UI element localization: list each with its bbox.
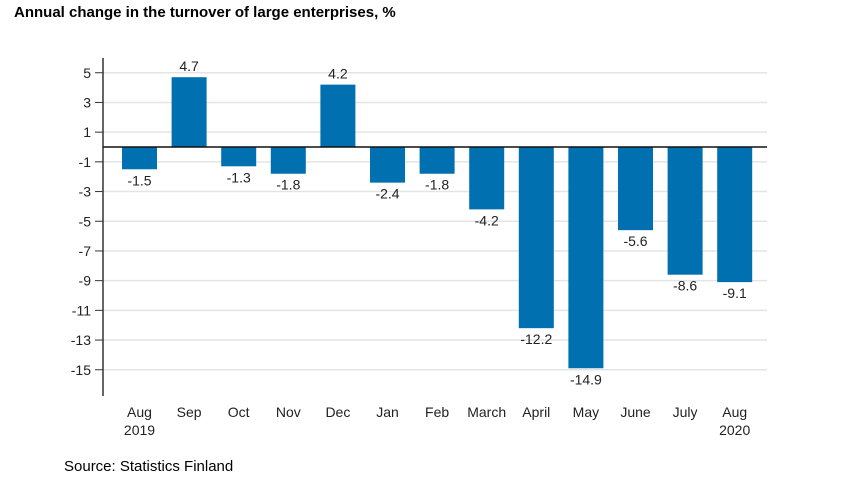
x-tick-label: May bbox=[573, 404, 599, 420]
data-label: -4.2 bbox=[475, 212, 499, 228]
y-tick-label: 5 bbox=[83, 65, 91, 81]
x-tick-label: 2020 bbox=[719, 422, 750, 438]
x-tick-label: June bbox=[620, 404, 651, 420]
bar bbox=[171, 77, 207, 147]
y-tick-label: -1 bbox=[79, 154, 92, 170]
data-label: -12.2 bbox=[520, 331, 552, 347]
source-note: Source: Statistics Finland bbox=[64, 458, 234, 475]
data-label: -5.6 bbox=[623, 233, 647, 249]
data-label: -1.5 bbox=[127, 172, 151, 188]
bar bbox=[717, 147, 753, 283]
y-tick-label: -3 bbox=[79, 184, 92, 200]
x-tick-label: Dec bbox=[325, 404, 350, 420]
y-tick-label: -5 bbox=[79, 213, 92, 229]
x-tick-label: 2019 bbox=[124, 422, 155, 438]
y-tick-label: -11 bbox=[72, 302, 91, 318]
x-tick-label: April bbox=[522, 404, 550, 420]
bar bbox=[221, 147, 257, 167]
y-tick-label: -9 bbox=[79, 273, 92, 289]
bar bbox=[122, 147, 157, 170]
x-tick-label: Aug bbox=[127, 404, 152, 420]
y-tick-label: -15 bbox=[71, 362, 91, 378]
bar bbox=[469, 147, 505, 210]
bar bbox=[618, 147, 653, 231]
x-tick-label: Feb bbox=[425, 404, 449, 420]
data-label: -14.9 bbox=[570, 371, 602, 387]
y-tick-label: 1 bbox=[83, 124, 91, 140]
bar bbox=[419, 147, 455, 174]
x-tick-label: Aug bbox=[722, 404, 747, 420]
x-tick-label: Sep bbox=[177, 404, 202, 420]
bar bbox=[568, 147, 604, 369]
x-tick-label: Oct bbox=[228, 404, 250, 420]
data-label: -9.1 bbox=[723, 285, 747, 301]
data-label: -8.6 bbox=[673, 278, 697, 294]
data-label: -1.3 bbox=[227, 169, 251, 185]
bar bbox=[270, 147, 306, 174]
bar bbox=[667, 147, 703, 275]
bar bbox=[518, 147, 554, 329]
y-tick-label: -7 bbox=[79, 243, 92, 259]
y-tick-label: 3 bbox=[83, 94, 91, 110]
data-label: 4.7 bbox=[179, 58, 199, 74]
data-label: -1.8 bbox=[425, 177, 449, 193]
data-label: -1.8 bbox=[276, 177, 300, 193]
data-label: -2.4 bbox=[375, 186, 399, 202]
x-tick-label: Nov bbox=[276, 404, 301, 420]
bar bbox=[320, 84, 356, 147]
data-label: 4.2 bbox=[328, 66, 348, 82]
chart-title: Annual change in the turnover of large e… bbox=[14, 4, 396, 21]
x-tick-label: July bbox=[673, 404, 698, 420]
x-tick-label: March bbox=[467, 404, 506, 420]
y-tick-label: -13 bbox=[71, 332, 91, 348]
x-tick-label: Jan bbox=[376, 404, 399, 420]
bar bbox=[370, 147, 405, 183]
